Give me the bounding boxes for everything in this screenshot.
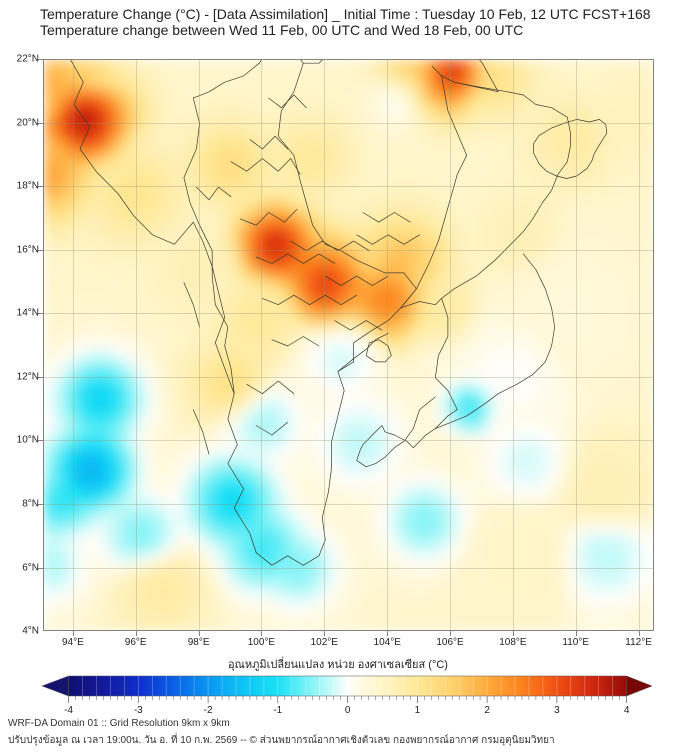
svg-text:2: 2 — [484, 705, 490, 716]
svg-text:-3: -3 — [134, 705, 143, 716]
svg-text:-4: -4 — [64, 705, 73, 716]
svg-text:3: 3 — [554, 705, 560, 716]
svg-text:-2: -2 — [204, 705, 213, 716]
svg-text:1: 1 — [415, 705, 421, 716]
svg-text:0: 0 — [345, 705, 351, 716]
svg-text:4: 4 — [624, 705, 630, 716]
svg-text:-1: -1 — [273, 705, 282, 716]
